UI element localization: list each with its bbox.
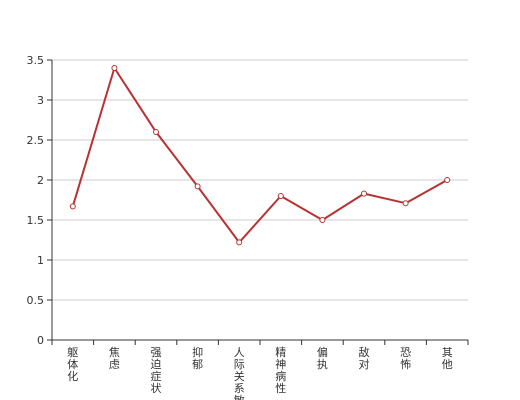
data-point xyxy=(319,217,326,223)
x-tick-label: 焦虑 xyxy=(109,346,120,371)
gridlines xyxy=(52,59,468,301)
data-point xyxy=(361,190,367,197)
x-tick-label: 敌对 xyxy=(359,345,370,371)
x-tick-label: 恐怖 xyxy=(400,346,411,371)
data-point xyxy=(236,239,243,246)
y-tick-label: 3.5 xyxy=(27,54,45,67)
x-tick-label: 其他 xyxy=(442,346,453,371)
data-point xyxy=(444,177,451,183)
series-line xyxy=(71,67,448,244)
data-point xyxy=(111,65,118,71)
data-point xyxy=(153,129,159,135)
y-tick-label: 0 xyxy=(37,334,44,347)
series xyxy=(69,65,451,246)
x-axis: 躯体化 焦虑 强迫症状 抑郁 人际关系敏感 精神病性 偏执 敌对 恐怖 其他 xyxy=(51,339,469,400)
y-tick-label: 3 xyxy=(37,94,44,107)
data-point xyxy=(69,203,76,210)
y-tick-label: 0.5 xyxy=(27,294,45,307)
y-tick-label: 2 xyxy=(37,174,44,187)
data-point xyxy=(194,183,201,190)
data-point xyxy=(277,193,284,199)
data-point xyxy=(402,200,409,207)
x-tick-label: 偏执 xyxy=(317,345,328,371)
x-tick-label: 精神病性 xyxy=(275,346,286,395)
x-tick-label: 抑郁 xyxy=(192,345,203,371)
x-tick-label: 强迫症状 xyxy=(151,346,162,395)
y-tick-label: 1 xyxy=(37,254,44,267)
y-tick-label: 2.5 xyxy=(27,134,45,147)
x-tick-label: 人际关系敏感 xyxy=(234,346,245,400)
x-tick-label: 躯体化 xyxy=(67,346,78,383)
y-axis: 0 0.5 1 1.5 2 2.5 3 3.5 xyxy=(27,54,53,347)
y-tick-label: 1.5 xyxy=(27,214,45,227)
